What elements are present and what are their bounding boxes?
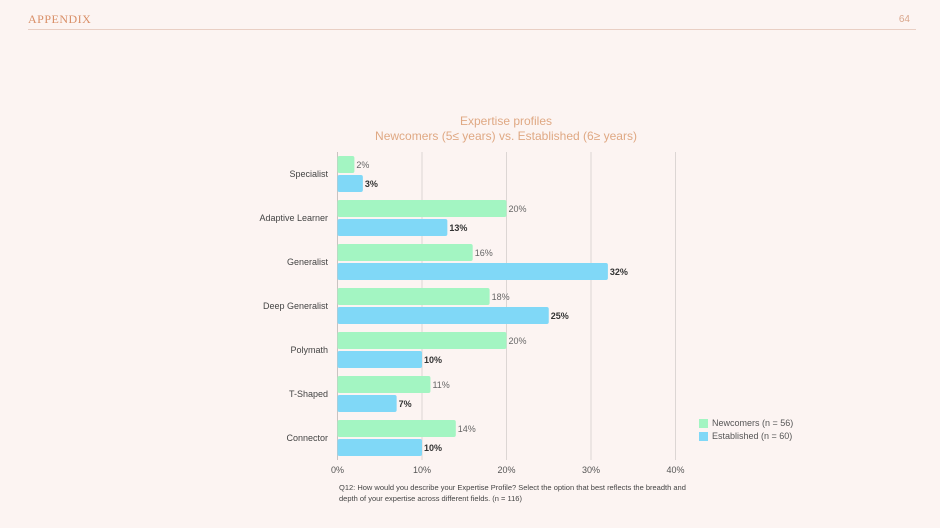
bar [337,175,363,192]
legend-label-established: Established (n = 60) [712,431,793,441]
bar [337,439,422,456]
data-label: 20% [509,204,527,214]
legend-item-established: Established (n = 60) [699,430,793,442]
data-label: 13% [449,223,467,233]
category-label: Specialist [289,169,328,179]
bar [337,351,422,368]
bar [337,156,355,173]
data-label: 25% [551,311,569,321]
data-label: 7% [399,399,412,409]
bar [337,200,507,217]
data-label: 32% [610,267,628,277]
header-divider [28,29,916,30]
category-label: Deep Generalist [263,301,329,311]
legend-item-newcomers: Newcomers (n = 56) [699,417,793,429]
data-label: 16% [475,248,493,258]
survey-question-footnote: Q12: How would you describe your Experti… [339,483,686,503]
category-label: Adaptive Learner [259,213,328,223]
data-label: 3% [365,179,378,189]
x-tick-label: 10% [413,465,431,475]
data-label: 20% [509,336,527,346]
bar [337,263,608,280]
page-number: 64 [898,14,910,25]
data-label: 14% [458,424,476,434]
bar [337,219,448,236]
x-tick-label: 20% [497,465,515,475]
legend-label-newcomers: Newcomers (n = 56) [712,418,794,428]
bar [337,376,431,393]
data-label: 10% [424,355,442,365]
category-label: Generalist [287,257,329,267]
category-label: Polymath [290,345,328,355]
bar [337,288,490,305]
category-label: Connector [286,433,328,443]
data-label: 10% [424,443,442,453]
bar [337,332,507,349]
bar [337,307,549,324]
data-label: 18% [492,292,510,302]
data-label: 11% [432,380,449,390]
x-tick-label: 40% [666,465,684,475]
bar [337,395,397,412]
category-label: T-Shaped [289,389,328,399]
bar [337,244,473,261]
legend-swatch-established [699,431,708,441]
legend-swatch-newcomers [699,418,708,428]
chart-title: Expertise profiles [459,114,553,128]
data-label: 2% [356,160,369,170]
bar [337,420,456,437]
chart-legend: Newcomers (n = 56) Established (n = 60) [699,417,793,443]
chart-subtitle: Newcomers (5≤ years) vs. Established (6≥… [375,129,637,143]
x-tick-label: 0% [331,465,344,475]
section-title: APPENDIX [28,12,92,26]
x-tick-label: 30% [582,465,600,475]
